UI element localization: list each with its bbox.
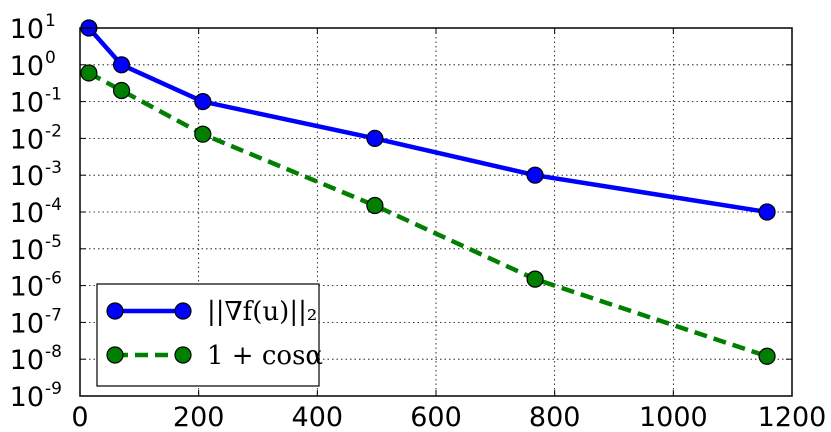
y-tick-exponent: -3 — [45, 158, 62, 178]
y-tick-base: 10 — [10, 198, 44, 229]
y-tick-exponent: 1 — [45, 11, 56, 31]
data-point — [758, 203, 776, 221]
legend-marker — [174, 346, 192, 364]
legend-marker — [106, 302, 124, 320]
legend-marker — [106, 346, 124, 364]
y-tick-base: 10 — [10, 88, 44, 119]
y-tick-exponent: -4 — [45, 195, 62, 215]
y-tick-label: 10 — [10, 51, 44, 82]
legend-marker — [174, 302, 192, 320]
y-tick-base: 10 — [10, 345, 44, 376]
y-tick-exponent: -1 — [45, 85, 62, 105]
y-tick-base: 10 — [10, 272, 44, 303]
legend-label: 1 + cosα — [207, 341, 323, 371]
y-tick-exponent: -8 — [45, 342, 62, 362]
y-tick-base: 10 — [10, 308, 44, 339]
data-point — [526, 270, 544, 288]
legend: ||∇f(u)||₂ 1 + cosα — [96, 283, 323, 387]
data-point — [80, 64, 98, 82]
x-tick-label: 600 — [410, 402, 462, 432]
y-tick-label: 10 — [10, 382, 44, 413]
data-point — [526, 166, 544, 184]
y-tick-base: 10 — [10, 124, 44, 155]
data-point — [112, 56, 131, 74]
y-tick-base: 10 — [10, 382, 44, 413]
y-tick-exponent: 0 — [45, 48, 56, 68]
x-tick-label: 200 — [173, 402, 225, 432]
data-point — [758, 347, 776, 365]
series-0 — [80, 19, 776, 221]
y-tick-exponent: -5 — [45, 232, 62, 252]
x-tick-label: 800 — [529, 402, 581, 432]
series-layer — [80, 19, 776, 365]
series-1 — [80, 64, 776, 365]
y-tick-label: 10 — [10, 161, 44, 192]
x-tick-label: 400 — [292, 402, 344, 432]
y-tick-label: 10 — [10, 345, 44, 376]
data-point — [194, 125, 212, 143]
y-tick-label: 10 — [10, 308, 44, 339]
y-tick-exponent: -7 — [45, 305, 62, 325]
y-tick-base: 10 — [10, 51, 44, 82]
y-tick-label: 10 — [10, 88, 44, 119]
series-line — [87, 26, 768, 215]
y-tick-base: 10 — [10, 161, 44, 192]
x-tick-label: 1200 — [758, 402, 827, 432]
y-tick-exponent: -6 — [45, 269, 62, 289]
y-tick-exponent: -9 — [45, 379, 62, 399]
x-tick-label: 1000 — [639, 402, 708, 432]
grid-layer — [80, 28, 792, 396]
y-tick-exponent: -2 — [45, 121, 62, 141]
data-point — [112, 81, 131, 100]
legend-label: ||∇f(u)||₂ — [207, 297, 317, 327]
x-tick-label: 0 — [71, 402, 88, 432]
y-tick-label: 10 — [10, 235, 44, 266]
data-point — [366, 196, 384, 215]
y-tick-label: 10 — [10, 14, 44, 45]
y-tick-label: 10 — [10, 198, 44, 229]
y-tick-base: 10 — [10, 235, 44, 266]
y-tick-label: 10 — [10, 272, 44, 303]
y-tick-base: 10 — [10, 14, 44, 45]
data-point — [366, 129, 384, 147]
y-tick-label: 10 — [10, 124, 44, 155]
legend-box — [96, 283, 320, 387]
data-point — [194, 92, 212, 111]
